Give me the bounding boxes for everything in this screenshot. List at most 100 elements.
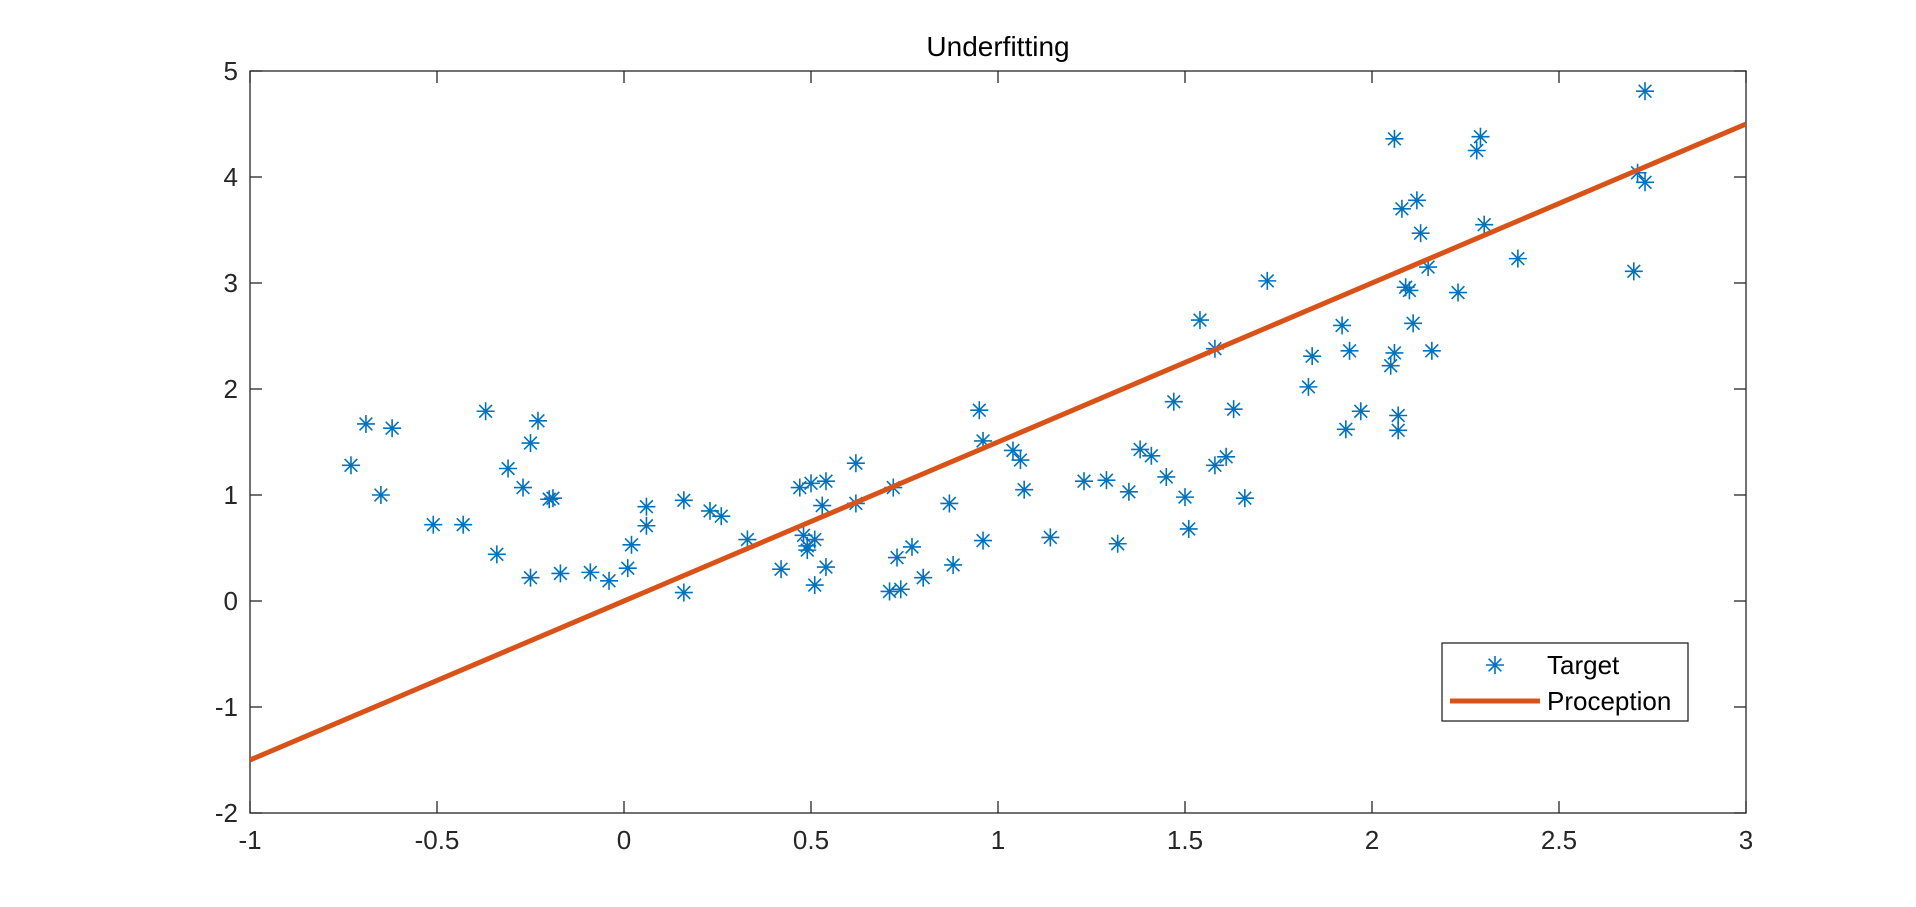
legend-box <box>1441 642 1689 722</box>
target-point <box>1224 400 1243 419</box>
asterisk-stroke <box>1387 346 1402 360</box>
target-point <box>1508 249 1527 268</box>
asterisk-stroke <box>1488 658 1502 672</box>
target-point <box>674 491 693 510</box>
target-point <box>499 459 518 478</box>
y-tick-label: 4 <box>224 162 238 192</box>
asterisk-stroke <box>893 582 908 597</box>
asterisk-stroke <box>946 558 961 572</box>
target-point <box>738 530 757 549</box>
asterisk-stroke <box>1207 458 1222 473</box>
target-point <box>424 515 443 534</box>
target-point <box>1176 488 1194 507</box>
asterisk-stroke <box>676 585 691 600</box>
target-point <box>970 401 989 420</box>
target-point <box>880 582 899 601</box>
target-point <box>1142 446 1161 465</box>
asterisk-stroke <box>478 404 493 419</box>
x-tick-label: 0 <box>617 825 631 855</box>
y-tick-label: 1 <box>224 480 238 510</box>
asterisk-stroke <box>1144 448 1159 463</box>
target-point <box>476 402 495 421</box>
asterisk-stroke <box>676 493 691 508</box>
x-axis: -1 -0.5 0 0.5 1 1.5 2 2.5 3 <box>238 71 1753 855</box>
asterisk-stroke <box>1181 521 1196 536</box>
asterisk-stroke <box>1193 313 1207 328</box>
target-point <box>383 419 402 438</box>
asterisk-stroke <box>1159 470 1174 484</box>
asterisk-stroke <box>456 517 471 532</box>
asterisk-stroke <box>848 456 863 471</box>
asterisk-stroke <box>942 496 957 511</box>
target-point <box>1475 215 1494 234</box>
asterisk-stroke <box>1338 422 1353 437</box>
target-point <box>1385 129 1404 148</box>
target-point <box>1340 341 1359 360</box>
legend-label: Target <box>1547 650 1620 680</box>
target-point <box>1392 199 1411 218</box>
asterisk-stroke <box>1477 217 1492 232</box>
target-point <box>891 580 910 599</box>
asterisk-stroke <box>1305 349 1320 364</box>
asterisk-stroke <box>553 566 568 581</box>
asterisk-stroke <box>1473 129 1488 144</box>
target-point <box>816 472 835 491</box>
asterisk-stroke <box>489 547 504 562</box>
target-point <box>341 456 360 475</box>
target-point <box>1119 482 1138 501</box>
asterisk-stroke <box>501 461 515 476</box>
asterisk-stroke <box>531 413 545 428</box>
asterisk-stroke <box>796 528 811 543</box>
asterisk-stroke <box>1301 379 1316 394</box>
target-point <box>1015 480 1034 499</box>
target-point <box>1624 262 1643 281</box>
asterisk-stroke <box>1017 482 1032 497</box>
target-point <box>1422 341 1441 360</box>
x-tick-label: 0.5 <box>793 825 829 855</box>
asterisk-stroke <box>602 573 616 588</box>
target-point <box>528 411 547 430</box>
y-tick-label: 2 <box>224 374 238 404</box>
target-point <box>543 489 562 508</box>
target-point <box>1235 489 1254 508</box>
target-point <box>772 560 791 579</box>
target-point <box>1164 392 1183 411</box>
target-point <box>1299 377 1318 396</box>
target-point <box>902 537 921 556</box>
y-tick-label: 5 <box>224 56 238 86</box>
target-point <box>637 516 656 535</box>
asterisk-stroke <box>714 509 729 524</box>
asterisk-stroke <box>1219 449 1234 464</box>
target-point <box>674 583 693 602</box>
target-point <box>551 564 570 583</box>
target-point <box>1381 356 1400 375</box>
target-point <box>805 530 824 549</box>
target-point <box>813 496 832 515</box>
target-point <box>637 497 656 516</box>
series-proception-line <box>250 121 1746 763</box>
target-point <box>1385 343 1404 362</box>
x-tick-label: 1.5 <box>1167 825 1203 855</box>
y-tick-label: 3 <box>224 268 238 298</box>
asterisk-stroke <box>740 532 755 547</box>
asterisk-stroke <box>1510 251 1525 266</box>
target-point <box>514 478 533 497</box>
target-point <box>454 515 473 534</box>
target-point <box>1404 314 1423 333</box>
asterisk-stroke <box>1178 490 1192 505</box>
target-point <box>581 563 600 582</box>
target-point <box>1041 528 1060 547</box>
asterisk-stroke <box>819 560 833 575</box>
asterisk-stroke <box>1260 273 1275 288</box>
target-point <box>1467 141 1486 160</box>
target-point <box>1303 347 1322 366</box>
target-point <box>1636 173 1655 192</box>
target-point <box>940 494 959 513</box>
series-target <box>341 82 1655 602</box>
asterisk-stroke <box>807 578 822 593</box>
asterisk-stroke <box>1391 408 1406 423</box>
target-point <box>540 490 559 509</box>
asterisk-stroke <box>1237 491 1252 506</box>
target-point <box>1336 420 1355 439</box>
target-point <box>888 548 907 567</box>
